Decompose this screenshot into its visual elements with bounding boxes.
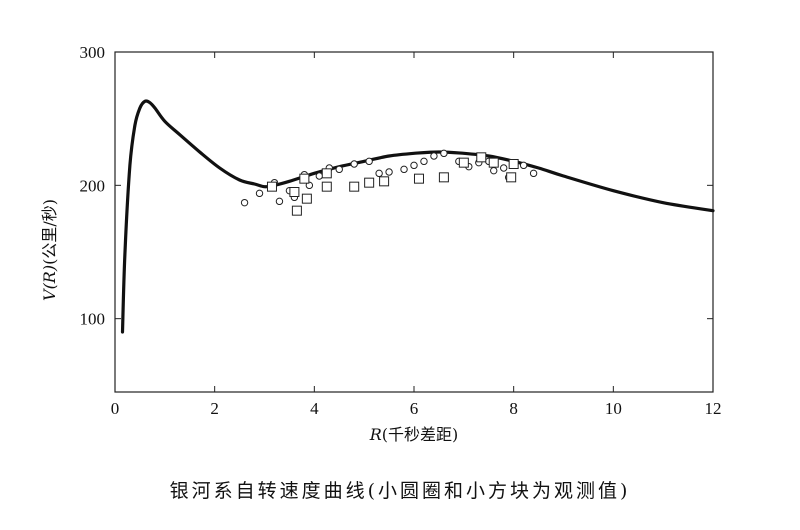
- observed-circle-point: [500, 164, 508, 172]
- observed-circle-point: [400, 165, 408, 174]
- observed-circle-point: [365, 157, 373, 166]
- observed-circle-point: [240, 198, 249, 207]
- x-tick-label: 6: [410, 399, 419, 418]
- observed-circle-point: [275, 197, 284, 206]
- observed-square-point: [349, 181, 360, 192]
- x-tick-label: 12: [705, 399, 722, 418]
- observed-circle-point: [420, 157, 428, 166]
- x-tick-label: 8: [509, 399, 518, 418]
- observed-square-point: [488, 157, 499, 168]
- observed-square-point: [291, 205, 302, 216]
- observed-square-point: [266, 181, 277, 192]
- rotation-curve-chart: 0 2 4 6 8 10 12 100 200 300 R(千秒差距) V(R)(公里/秒): [40, 43, 722, 444]
- observed-circle-point: [529, 169, 538, 178]
- plot-frame: [114, 51, 714, 393]
- observed-square-point: [438, 172, 449, 183]
- observed-circle-point: [315, 172, 324, 180]
- y-axis-title: V(R)(公里/秒): [40, 199, 59, 301]
- observed-square-point: [321, 181, 332, 192]
- observed-square-point: [299, 173, 310, 184]
- observed-square-point: [476, 152, 487, 163]
- observed-square-point: [379, 176, 390, 187]
- observed-circle-point: [519, 161, 528, 170]
- figure-caption: 银河系自转速度曲线(小圆圈和小方块为观测值): [169, 480, 631, 502]
- observed-circle-point: [350, 160, 358, 168]
- x-tick-label: 2: [210, 399, 219, 418]
- rotation-curve-line: [120, 99, 715, 334]
- observed-circle-point: [255, 189, 264, 198]
- observed-circle-point: [385, 168, 393, 176]
- x-axis-title: R(千秒差距): [369, 425, 459, 444]
- y-tick-label: 200: [80, 176, 106, 195]
- observed-circle-point: [490, 166, 498, 175]
- observed-square-point: [458, 157, 469, 168]
- observed-square-point: [506, 172, 517, 183]
- observed-circle-point: [430, 152, 438, 160]
- observed-square-point: [321, 168, 332, 179]
- y-tick-label: 300: [80, 43, 106, 62]
- observed-circle-point: [440, 149, 448, 158]
- observed-square-point: [289, 187, 300, 197]
- observed-square-point: [301, 193, 312, 204]
- observed-circle-point: [375, 169, 383, 178]
- x-tick-label: 4: [310, 399, 319, 418]
- observed-circle-point: [410, 161, 418, 170]
- x-tick-label: 0: [111, 399, 120, 418]
- observed-square-point: [508, 159, 519, 169]
- y-tick-label: 100: [80, 310, 106, 329]
- observed-square-point: [413, 173, 424, 184]
- observed-square-point: [364, 177, 375, 188]
- observed-circle-point: [335, 165, 343, 174]
- x-tick-label: 10: [605, 399, 622, 418]
